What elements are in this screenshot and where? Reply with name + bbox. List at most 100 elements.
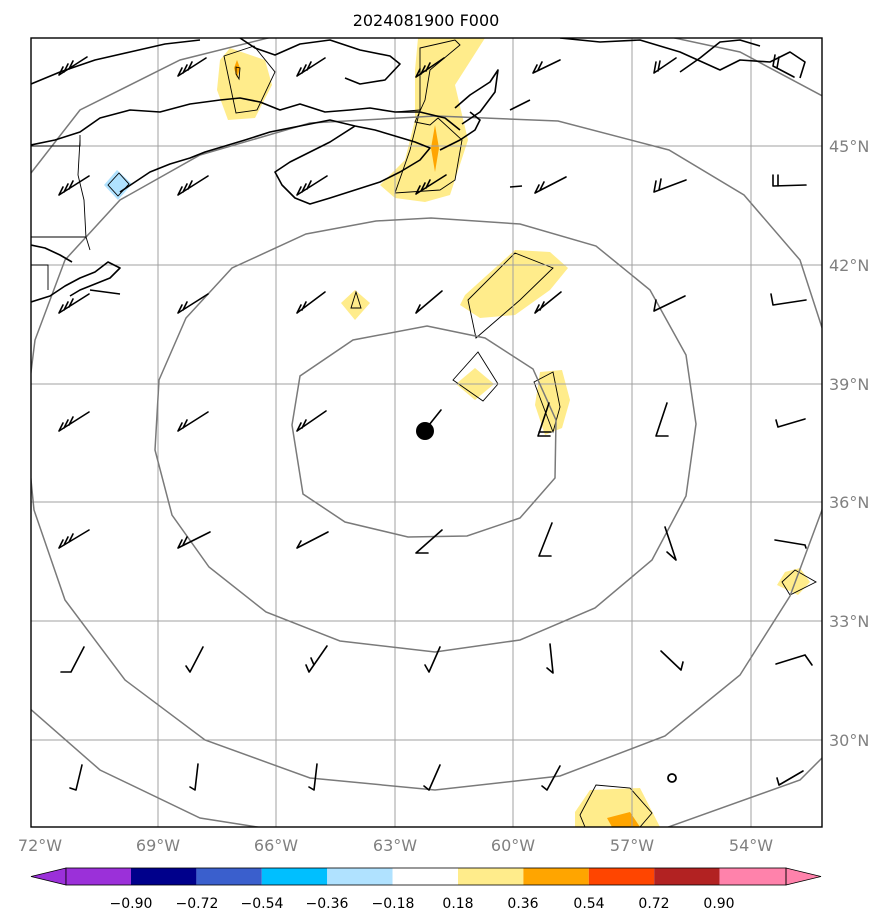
colorbar-tick-label: −0.54 <box>241 896 284 912</box>
lat-label: 30°N <box>829 731 869 750</box>
wind-barb <box>776 770 804 786</box>
colorbar-tick-label: 0.36 <box>507 896 538 912</box>
coastline <box>119 119 356 193</box>
coastline <box>454 69 499 125</box>
wind-barb <box>653 57 677 74</box>
distance-ring <box>31 115 822 791</box>
state-border <box>77 139 87 239</box>
lon-label: 63°W <box>373 836 417 855</box>
wind-barb <box>538 522 553 557</box>
colorbar-segment <box>196 868 262 885</box>
wind-barb <box>534 176 567 194</box>
wind-barb <box>177 293 209 314</box>
shade-blue-west <box>104 170 132 200</box>
lat-label: 33°N <box>829 612 869 631</box>
wind-barb <box>415 290 443 314</box>
colorbar-tick-label: 0.54 <box>573 896 604 912</box>
lon-label: 69°W <box>136 836 180 855</box>
colorbar-extend-max <box>785 867 822 886</box>
wind-barb <box>415 174 447 195</box>
map-area <box>31 38 822 827</box>
lat-label: 42°N <box>829 256 869 275</box>
wind-barb <box>58 175 90 196</box>
colorbar-labels: −0.90 −0.72 −0.54 −0.36 −0.18 0.18 0.36 … <box>110 896 735 912</box>
wind-barb <box>305 645 328 673</box>
wind-barb <box>415 529 443 554</box>
wind-barb <box>296 291 326 314</box>
lat-label: 39°N <box>829 375 869 394</box>
lat-label: 45°N <box>829 137 869 156</box>
wind-barb <box>415 57 445 78</box>
wind-barb <box>424 646 441 673</box>
colorbar-frame <box>65 867 787 886</box>
contour-outline <box>467 252 554 339</box>
coastline <box>89 289 121 295</box>
wind-barb <box>660 650 684 671</box>
distance-ring <box>154 217 697 653</box>
wind-barb <box>185 646 204 673</box>
shade-region-ne-blob <box>460 250 568 318</box>
contour-outline <box>107 172 130 197</box>
wind-barb <box>534 291 562 314</box>
state-border <box>31 264 49 290</box>
colorbar-tick-label: −0.72 <box>176 896 219 912</box>
wind-barb <box>546 643 554 674</box>
wind-barb <box>58 411 90 432</box>
wind-barb <box>308 763 318 791</box>
colorbar-segment <box>261 868 328 885</box>
colorbar-segment <box>458 868 524 885</box>
coastline <box>559 38 806 79</box>
wind-barb <box>177 175 209 196</box>
political-borders <box>31 109 421 290</box>
wind-barbs <box>58 54 813 791</box>
coastline <box>509 185 523 188</box>
lon-label: 57°W <box>610 836 654 855</box>
calm-wind-marker <box>667 773 677 783</box>
lon-label: 66°W <box>254 836 298 855</box>
contour-outline <box>394 39 463 194</box>
wind-barb <box>296 410 327 432</box>
colorbar-segment <box>523 868 589 885</box>
contour-outline <box>781 569 817 596</box>
coastline <box>274 125 431 205</box>
wind-barb <box>296 531 329 549</box>
lon-label: 60°W <box>491 836 535 855</box>
lon-label: 72°W <box>18 836 62 855</box>
colorbar-segment <box>719 868 786 885</box>
colorbar-segment <box>131 868 197 885</box>
contour-outline <box>533 371 561 434</box>
wind-barb <box>177 57 207 77</box>
colorbar-segment <box>588 868 655 885</box>
contour-outline <box>579 784 653 827</box>
wind-barb <box>774 539 807 549</box>
wind-barb <box>653 178 687 193</box>
wind-barb <box>532 59 561 74</box>
lat-label: 36°N <box>829 493 869 512</box>
wind-barb <box>537 402 552 437</box>
colorbar <box>30 867 822 886</box>
wind-barb <box>58 293 90 314</box>
wind-barb <box>69 764 83 791</box>
wind-barb <box>770 293 807 306</box>
colorbar-segment <box>66 868 131 885</box>
wind-barb <box>664 526 677 561</box>
wind-barb <box>189 763 199 791</box>
wind-barb <box>653 295 686 312</box>
coastline <box>239 38 401 85</box>
wind-barb <box>60 646 85 673</box>
contour-outline <box>350 290 362 309</box>
coastline <box>31 244 73 263</box>
colorbar-tick-label: 0.72 <box>638 896 669 912</box>
distance-rings <box>31 38 822 827</box>
colorbar-segment <box>392 868 458 885</box>
wind-barb <box>58 56 88 76</box>
latitude-labels: 45°N 42°N 39°N 36°N 33°N 30°N <box>829 137 869 750</box>
shade-region-far-east <box>777 568 810 595</box>
coastline <box>31 261 121 303</box>
map-title: 2024081900 F000 <box>353 11 500 30</box>
state-border <box>394 109 421 113</box>
storm-center-marker <box>416 422 434 440</box>
wind-barb <box>296 175 328 196</box>
wind-barb <box>655 402 669 437</box>
state-border <box>31 236 91 251</box>
